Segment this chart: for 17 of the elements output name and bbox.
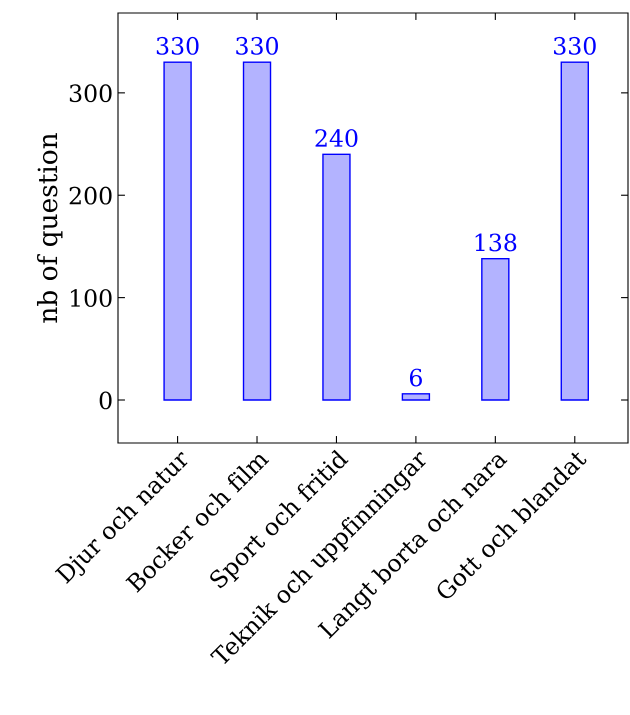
- data-label: 330: [554, 36, 596, 55]
- bar: [481, 258, 510, 401]
- bar: [163, 61, 192, 401]
- data-label: 240: [316, 129, 358, 147]
- bar: [560, 61, 589, 401]
- data-label: 330: [236, 36, 278, 55]
- bar: [322, 154, 351, 401]
- y-tick-label: 0: [100, 391, 112, 410]
- y-tick-label: 300: [70, 84, 112, 102]
- bar: [402, 393, 430, 401]
- y-tick-label: 200: [70, 186, 112, 205]
- bar: [242, 61, 272, 401]
- y-tick-label: 100: [70, 289, 112, 307]
- data-label: 6: [410, 368, 422, 387]
- data-label: 138: [476, 234, 516, 252]
- data-label: 330: [156, 36, 199, 55]
- y-axis-title: nb of question: [36, 133, 63, 323]
